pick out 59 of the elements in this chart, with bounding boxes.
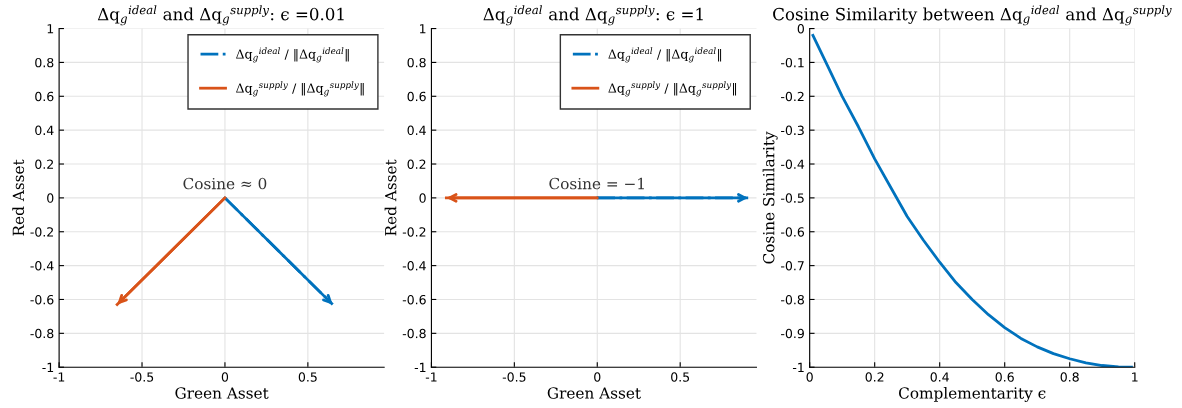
y-tick-label: -1 — [792, 362, 804, 372]
y-tick-label: 0.6 — [35, 91, 54, 102]
y-tick-label: 0 — [797, 24, 804, 34]
x-tick-label: -0.5 — [130, 372, 154, 382]
y-tick-label: 0.8 — [407, 57, 426, 68]
y-tick-label: -0.4 — [402, 261, 426, 271]
y-tick-label: -1 — [414, 362, 426, 372]
y-tick-label: -0.9 — [781, 328, 804, 339]
y-tick-label: -0.8 — [781, 294, 804, 305]
x-tick-label: 0.8 — [1060, 372, 1079, 382]
y-tick-label: -0.2 — [402, 227, 426, 237]
y-tick-label: 0.2 — [407, 159, 426, 169]
y-tick-label: 0 — [47, 193, 54, 203]
y-tick-label: 1 — [419, 24, 426, 34]
y-tick-label: -0.4 — [781, 159, 805, 169]
chart-title: Δq$_{g}$$^{ideal}$ and Δq$_{g}$$^{supply}$: ϵ =0.01 — [97, 5, 344, 26]
x-tick-label: 1 — [1132, 372, 1138, 382]
x-axis-title: Complementarity ϵ — [899, 386, 1046, 402]
y-tick-label: 1 — [47, 24, 54, 34]
x-tick-label: 0 — [221, 372, 229, 382]
y-tick-label: 0.4 — [407, 125, 426, 136]
x-tick-label: 0.5 — [298, 372, 317, 382]
x-tick-label: 0.2 — [865, 372, 884, 382]
x-axis-title: Green Asset — [175, 387, 269, 399]
x-tick-label: 0 — [594, 372, 601, 382]
y-tick-label: -0.8 — [402, 328, 426, 339]
y-tick-label: -1 — [42, 362, 54, 372]
y-axis-title: Cosine Similarity — [762, 131, 778, 264]
x-tick-label: 0.5 — [671, 372, 690, 382]
y-tick-label: 0.4 — [35, 125, 54, 136]
x-tick-label: 0.6 — [995, 372, 1014, 382]
x-tick-label: 0 — [806, 372, 813, 382]
legend-label: Δq$_{g}$$^{supply}$ / ‖Δq$_{g}$$^{supply}$‖ — [236, 81, 364, 97]
y-tick-label: 0 — [419, 193, 426, 203]
annotation: Cosine ≈ 0 — [183, 177, 267, 190]
y-tick-label: -0.6 — [30, 294, 54, 305]
legend-label: Δq$_{g}$$^{supply}$ / ‖Δq$_{g}$$^{supply}$‖ — [608, 81, 737, 97]
x-tick-label: 0.4 — [930, 372, 949, 382]
x-axis-title: Green Asset — [547, 387, 641, 399]
y-tick-label: 0.6 — [407, 91, 426, 102]
chart-title: Δq$_{g}$$^{ideal}$ and Δq$_{g}$$^{supply}$: ϵ =1 — [483, 5, 703, 26]
y-tick-label: -0.1 — [781, 57, 804, 68]
y-axis-title: Red Asset — [12, 159, 25, 236]
y-tick-label: 0.2 — [35, 159, 53, 169]
y-tick-label: -0.7 — [781, 261, 804, 271]
y-tick-label: 0.8 — [35, 57, 54, 68]
y-tick-label: -0.6 — [402, 294, 426, 305]
y-tick-label: -0.2 — [781, 91, 804, 102]
y-tick-label: -0.8 — [30, 328, 54, 339]
x-tick-label: -0.5 — [502, 372, 526, 382]
y-tick-label: -0.4 — [30, 261, 54, 271]
annotation: Cosine = −1 — [549, 177, 644, 190]
legend-label: Δq$_{g}$$^{ideal}$ / ‖Δq$_{g}$$^{ideal}$‖ — [236, 47, 349, 63]
y-tick-label: -0.6 — [781, 227, 805, 237]
y-tick-label: -0.2 — [30, 227, 53, 237]
y-tick-label: -0.5 — [781, 193, 804, 203]
y-tick-label: -0.3 — [781, 125, 804, 136]
legend-label: Δq$_{g}$$^{ideal}$ / ‖Δq$_{g}$$^{ideal}$‖ — [608, 47, 722, 63]
y-axis-title: Red Asset — [384, 159, 397, 236]
